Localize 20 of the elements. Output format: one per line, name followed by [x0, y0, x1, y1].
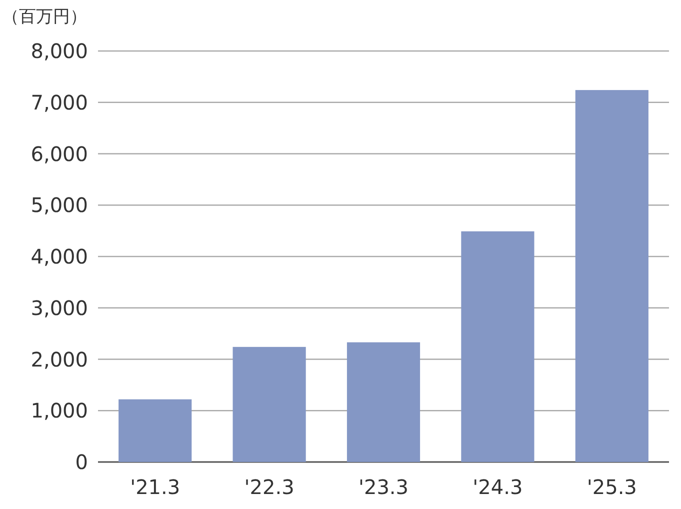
y-tick-label: 3,000 — [30, 296, 88, 320]
y-tick-label: 0 — [75, 450, 88, 474]
bar — [232, 346, 306, 462]
bar — [346, 342, 420, 462]
bar — [461, 231, 534, 462]
y-tick-label: 4,000 — [30, 244, 88, 268]
x-tick-label: '22.3 — [244, 475, 294, 499]
x-tick-label: '21.3 — [130, 475, 180, 499]
y-tick-label: 1,000 — [30, 398, 88, 423]
y-tick-label: 7,000 — [30, 90, 88, 114]
bar — [575, 90, 648, 462]
y-tick-label: 8,000 — [30, 39, 88, 63]
bar — [118, 399, 192, 462]
y-tick-label: 2,000 — [30, 347, 88, 372]
y-tick-label: 6,000 — [30, 142, 88, 166]
x-tick-label: '23.3 — [358, 475, 409, 499]
y-axis-title: （百万円） — [2, 7, 87, 27]
y-tick-label: 5,000 — [30, 193, 88, 218]
x-tick-label: '24.3 — [472, 475, 523, 499]
x-tick-label: '25.3 — [586, 475, 637, 499]
